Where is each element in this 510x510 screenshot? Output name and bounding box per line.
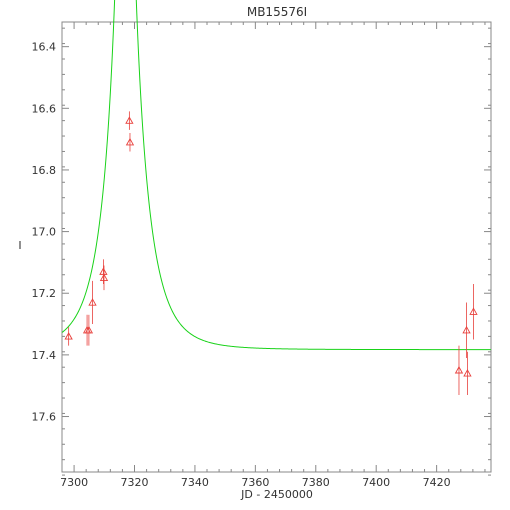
x-axis: 7300 7320 7340 7360 7380 7400 7420	[60, 22, 486, 489]
data-point	[84, 325, 94, 334]
y-tick-label: 16.6	[32, 102, 57, 115]
x-tick-label: 7300	[60, 476, 88, 489]
data-point	[125, 116, 134, 124]
y-tick-label: 17.4	[32, 349, 57, 362]
y-axis: 16.4 16.6 16.8 17.0 17.2 17.4 17.6	[32, 27, 491, 476]
data-point	[99, 267, 108, 275]
x-axis-label: JD - 2450000	[240, 488, 313, 501]
x-tick-label: 7340	[181, 476, 209, 489]
data-point	[99, 273, 109, 281]
model-curve-layer	[61, 0, 491, 351]
y-axis-label: I	[18, 239, 21, 252]
x-tick-label: 7380	[302, 476, 330, 489]
x-tick-label: 7320	[121, 476, 149, 489]
x-tick-label: 7400	[362, 476, 390, 489]
data-point	[88, 298, 97, 306]
data-point	[463, 369, 472, 377]
y-tick-label: 17.0	[32, 226, 57, 239]
y-tick-label: 17.2	[32, 287, 57, 300]
data-points-layer	[64, 111, 478, 395]
chart-title: MB15576I	[247, 5, 307, 19]
y-tick-label: 17.6	[32, 411, 57, 424]
x-tick-label: 7420	[423, 476, 451, 489]
x-tick-label: 7360	[241, 476, 269, 489]
data-point	[454, 365, 464, 374]
y-tick-label: 16.8	[32, 164, 57, 177]
model-curve	[61, 0, 491, 351]
data-point	[462, 325, 471, 334]
data-point	[469, 307, 478, 315]
data-point	[125, 137, 135, 146]
y-tick-label: 16.4	[32, 41, 57, 54]
plot-frame	[61, 21, 492, 473]
data-point	[64, 332, 73, 340]
